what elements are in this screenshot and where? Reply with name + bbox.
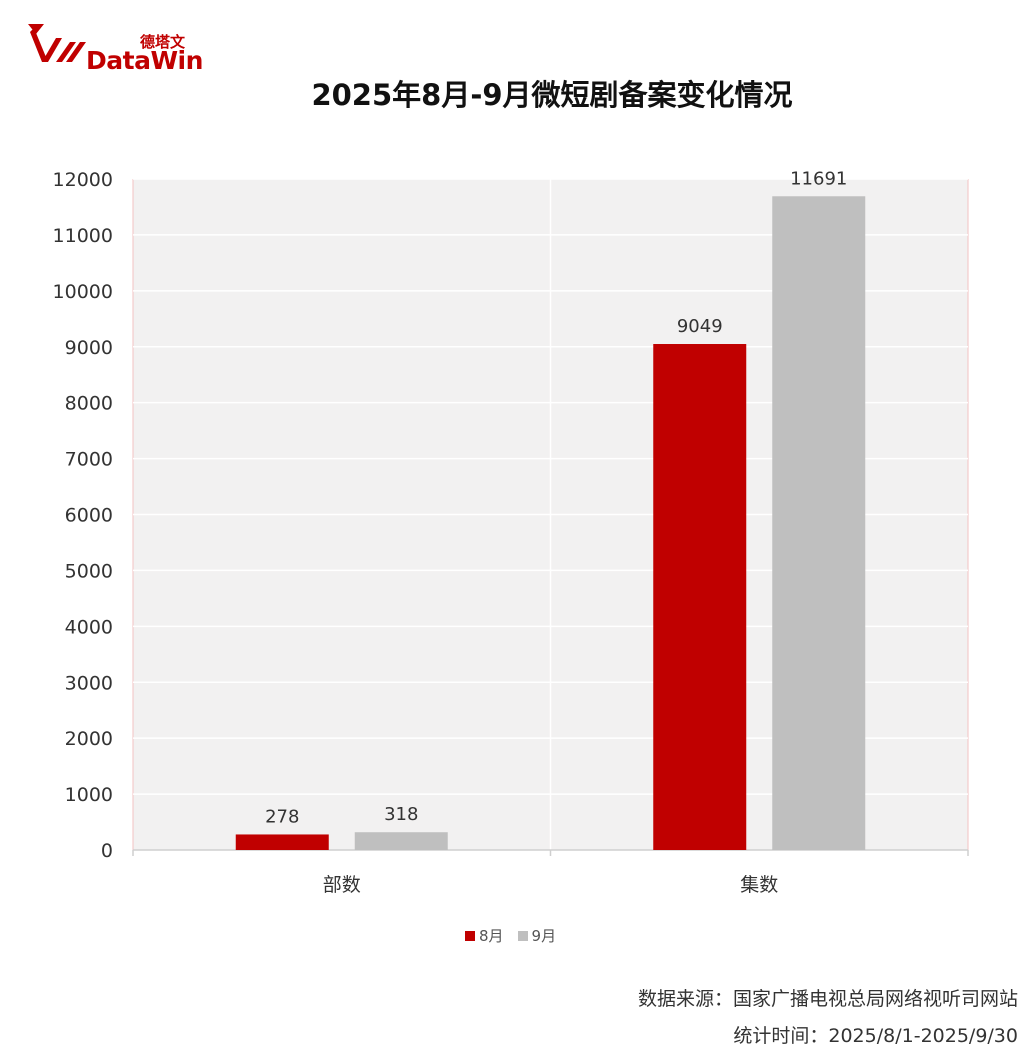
data-label: 278 (265, 806, 299, 827)
y-tick-label: 3000 (65, 672, 113, 694)
y-tick-label: 6000 (65, 505, 113, 527)
datawin-logo-mark-icon (28, 24, 86, 62)
bar-aug-1 (653, 344, 747, 850)
bar-chart: 0 1000 2000 3000 4000 5000 6000 7000 8000 9000 100… (53, 168, 969, 896)
y-tick-label: 11000 (53, 225, 113, 247)
y-tick-label: 10000 (53, 281, 113, 303)
y-tick-label: 9000 (65, 337, 113, 359)
x-category-label: 部数 (323, 874, 361, 896)
y-tick-label: 2000 (65, 728, 113, 750)
legend: 8月 9月 (465, 925, 570, 946)
data-label: 9049 (677, 316, 723, 337)
legend-label-aug: 8月 (479, 927, 504, 945)
y-tick-label: 4000 (65, 616, 113, 638)
legend-swatch-aug (465, 930, 475, 941)
chart-title: 2025年8月-9月微短剧备案变化情况 (311, 78, 793, 112)
legend-item-sep: 9月 (517, 925, 557, 946)
datawin-logo (22, 18, 202, 78)
y-tick-label: 12000 (53, 169, 113, 191)
y-tick-label: 0 (101, 840, 113, 862)
x-category-label: 集数 (740, 874, 778, 896)
logo-english-text: DataWin (86, 46, 203, 75)
legend-label-sep: 9月 (531, 927, 557, 945)
bar-sep-1 (772, 196, 866, 850)
bar-sep-0 (354, 832, 448, 850)
legend-swatch-sep (517, 930, 528, 941)
y-tick-label: 7000 (65, 449, 113, 471)
data-label: 318 (384, 804, 418, 825)
y-tick-label: 1000 (65, 784, 113, 806)
y-tick-label: 5000 (65, 560, 113, 582)
statistics-period-note: 统计时间：2025/8/1-2025/9/30 (733, 1025, 1018, 1047)
logo-chinese-text: 德塔文 (140, 33, 186, 51)
legend-item-aug: 8月 (465, 925, 504, 946)
data-source-note: 数据来源：国家广播电视总局网络视听司网站 (637, 988, 1018, 1010)
y-tick-label: 8000 (65, 393, 113, 415)
bar-aug-0 (235, 834, 329, 850)
data-label: 11691 (790, 168, 847, 189)
